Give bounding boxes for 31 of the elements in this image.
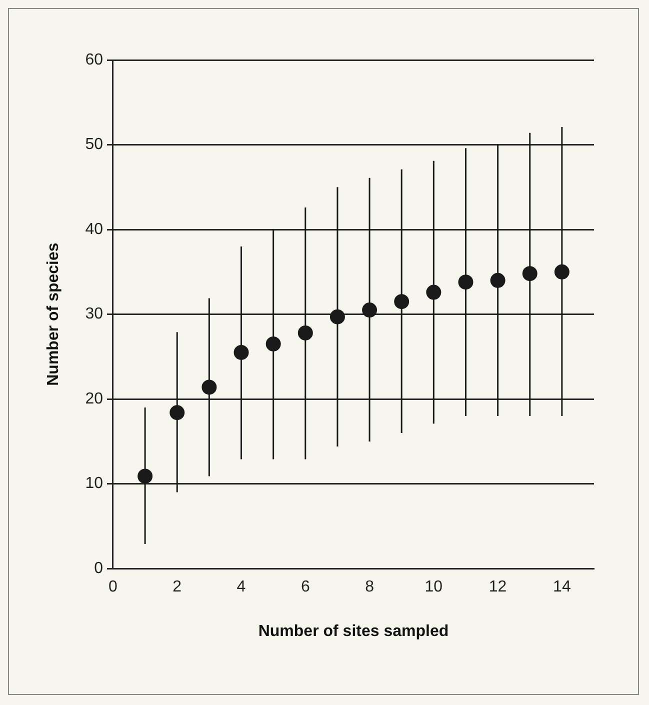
y-tick-label: 0 xyxy=(94,560,104,578)
y-axis-title: Number of species xyxy=(45,242,62,386)
point xyxy=(298,325,313,340)
x-tick-label: 4 xyxy=(236,578,246,596)
y-tick-label: 50 xyxy=(85,136,104,154)
x-tick-label: 14 xyxy=(553,578,571,596)
point xyxy=(554,264,570,280)
point xyxy=(426,284,442,300)
x-tick-label: 2 xyxy=(172,578,182,596)
x-tick-label: 6 xyxy=(300,578,310,596)
y-tick-label: 60 xyxy=(85,51,104,68)
point xyxy=(234,344,249,360)
point xyxy=(522,266,538,282)
x-tick-label: 10 xyxy=(424,578,443,596)
point xyxy=(458,274,474,290)
x-tick-label: 0 xyxy=(108,578,118,596)
point xyxy=(202,380,217,395)
point xyxy=(330,309,345,324)
point xyxy=(170,405,185,420)
x-tick-label: 12 xyxy=(488,578,507,596)
y-tick-label: 30 xyxy=(85,306,104,323)
point xyxy=(266,336,281,352)
y-tick-label: 10 xyxy=(85,475,104,492)
y-tick-label: 20 xyxy=(85,390,104,408)
point xyxy=(362,302,378,318)
point xyxy=(138,468,153,484)
point xyxy=(394,294,410,310)
x-axis-title: Number of sites sampled xyxy=(258,622,449,640)
point xyxy=(490,272,506,288)
y-tick-label: 40 xyxy=(85,220,104,238)
x-tick-label: 8 xyxy=(365,578,374,596)
